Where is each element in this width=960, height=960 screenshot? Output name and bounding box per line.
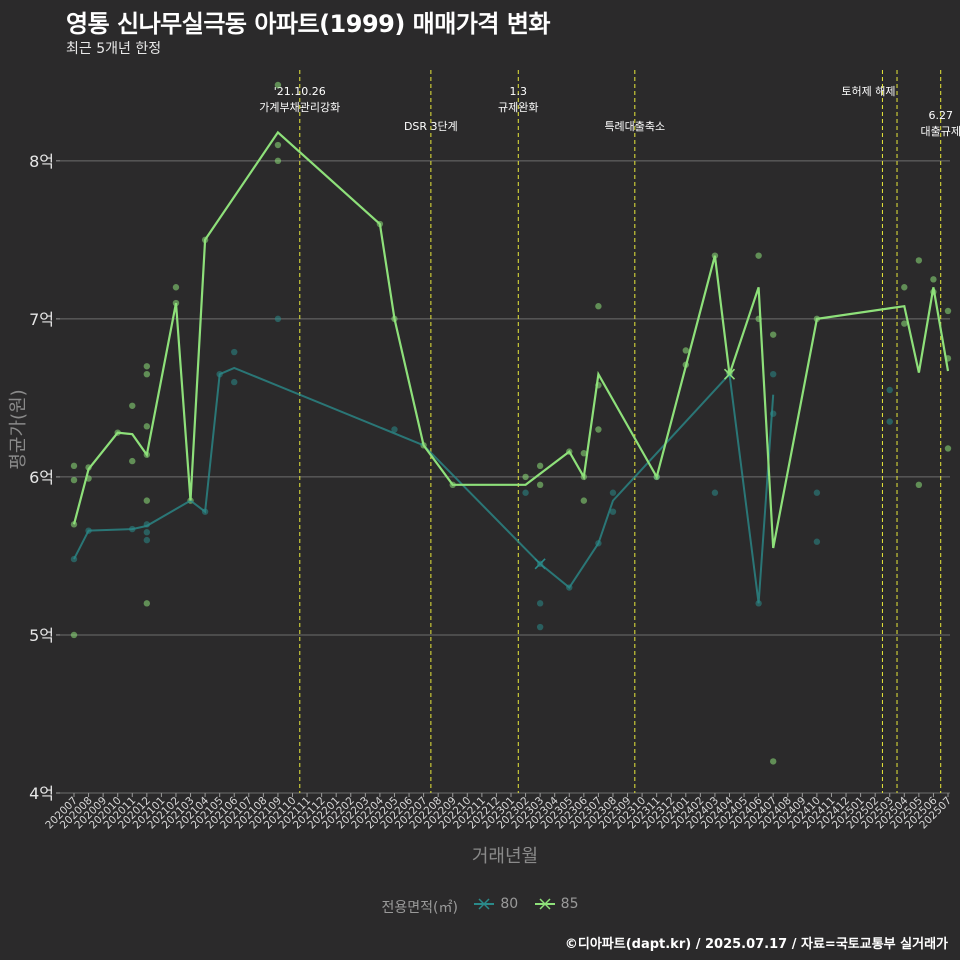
event-label: 규제완화 — [498, 101, 538, 114]
scatter-point-85 — [70, 476, 78, 484]
legend: 전용면적(㎡) 80 85 — [0, 896, 960, 917]
scatter-point-85 — [143, 370, 151, 378]
y-tick-label: 8억 — [29, 152, 54, 171]
scatter-point-80 — [886, 386, 893, 394]
scatter-point-80 — [813, 489, 821, 496]
scatter-point-85 — [755, 252, 762, 259]
scatter-point-85 — [129, 457, 136, 465]
scatter-point-80 — [813, 538, 821, 545]
scatter-point-85 — [915, 257, 923, 264]
scatter-point-80 — [536, 600, 544, 607]
scatter-point-85 — [274, 81, 282, 89]
legend-key-80-icon — [474, 898, 495, 910]
scatter-point-85 — [274, 157, 282, 165]
scatter-point-85 — [944, 307, 952, 315]
scatter-point-80 — [886, 418, 893, 425]
legend-item-80: 80 — [472, 896, 518, 912]
x-axis-title: 거래년월 — [472, 846, 538, 867]
series-line-80 — [73, 366, 775, 604]
scatter-point-85 — [274, 141, 282, 149]
scatter-point-80 — [711, 489, 719, 496]
scatter-point-80 — [391, 426, 398, 433]
scatter-point-85 — [536, 481, 544, 489]
scatter-point-85 — [70, 521, 78, 528]
scatter-point-80 — [274, 315, 282, 323]
y-tick-label: 4억 — [29, 784, 54, 803]
legend-label-80: 80 — [500, 896, 519, 912]
event-label: 1.3 — [510, 85, 528, 98]
scatter-point-85 — [536, 462, 544, 470]
scatter-point-85 — [915, 481, 923, 489]
scatter-point-85 — [595, 426, 602, 433]
source-caption: ©디아파트(dapt.kr) / 2025.07.17 / 자료=국토교통부 실… — [564, 937, 948, 952]
legend-title: 전용면적(㎡) — [381, 900, 458, 916]
event-label: DSR 3단계 — [404, 120, 458, 133]
y-tick-label: 6억 — [29, 468, 54, 487]
scatter-point-80 — [770, 370, 777, 378]
y-axis-title: 평균가(원) — [8, 389, 29, 469]
scatter-point-85 — [70, 462, 78, 470]
scatter-point-85 — [70, 631, 78, 639]
chart-subtitle: 최근 5개년 한정 — [66, 41, 162, 57]
scatter-point-80 — [536, 623, 544, 631]
scatter-point-85 — [143, 423, 151, 430]
event-label: 특례대출축소 — [604, 120, 665, 133]
scatter-point-85 — [770, 331, 777, 338]
scatter-point-80 — [522, 489, 529, 496]
scatter-point-85 — [901, 320, 908, 327]
scatter-point-80 — [231, 378, 238, 386]
scatter-point-80 — [609, 489, 617, 496]
scatter-point-85 — [143, 363, 151, 370]
scatter-point-85 — [595, 303, 602, 310]
scatter-point-85 — [901, 284, 908, 291]
event-label: 토허제 해제 — [841, 84, 895, 98]
legend-key-85-icon — [534, 898, 555, 910]
y-tick-label: 5억 — [29, 626, 54, 645]
event-label: 대출규제 — [920, 125, 960, 138]
scatter-point-85 — [172, 284, 180, 291]
scatter-point-80 — [231, 348, 238, 356]
scatter-point-80 — [609, 508, 617, 515]
series-line-85 — [72, 130, 950, 549]
scatter-point-85 — [143, 497, 151, 504]
event-label: 가계부채관리강화 — [259, 101, 340, 114]
legend-item-85: 85 — [533, 896, 579, 912]
scatter-point-85 — [770, 758, 777, 765]
scatter-point-80 — [143, 529, 151, 536]
scatter-point-85 — [944, 445, 952, 452]
scatter-point-80 — [143, 536, 151, 544]
series-marker-80 — [534, 558, 546, 570]
scatter-point-85 — [522, 473, 529, 481]
chart-title: 영통 신나무실극동 아파트(1999) 매매가격 변화 — [66, 10, 551, 38]
scatter-point-85 — [143, 600, 151, 607]
scatter-point-85 — [930, 276, 937, 283]
event-label: 6.27 — [928, 109, 953, 122]
scatter-point-85 — [580, 450, 588, 457]
legend-label-85: 85 — [560, 896, 579, 912]
y-tick-label: 7억 — [29, 310, 54, 329]
scatter-point-85 — [129, 402, 136, 409]
scatter-point-85 — [682, 347, 689, 354]
event-label: '21.10.26 — [274, 85, 326, 98]
scatter-point-85 — [580, 497, 588, 504]
series-marker-85 — [723, 368, 736, 380]
